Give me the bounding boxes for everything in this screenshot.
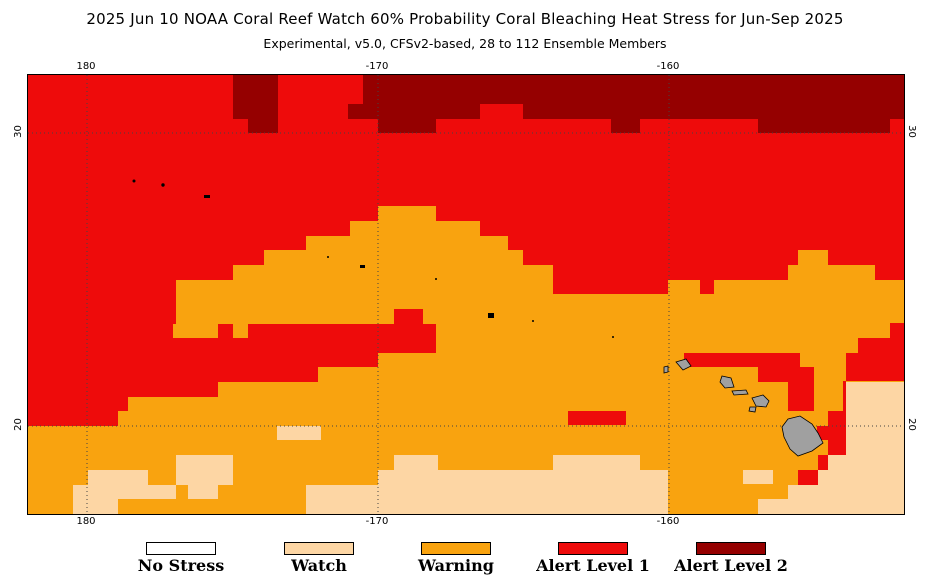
lat-label-left-30: 30 (12, 125, 24, 138)
legend-swatch-warning (421, 542, 491, 555)
lon-label-top-180: 180 (76, 61, 96, 72)
island-niihau (663, 365, 669, 374)
alert1-patch-west (146, 294, 160, 308)
island-lanai (748, 406, 757, 413)
legend-label-alert1: Alert Level 1 (536, 556, 650, 575)
graticule (28, 75, 904, 514)
lon-label-top-minus160: -160 (656, 61, 680, 72)
legend-label-no-stress: No Stress (137, 556, 225, 575)
warning-region (28, 206, 904, 514)
legend-swatch-alert1 (558, 542, 628, 555)
alert2-region (233, 75, 904, 133)
hawaiian-islands (663, 358, 824, 457)
lon-label-bottom-minus170: -170 (365, 516, 389, 527)
watch-region-southeast (758, 382, 904, 514)
legend-label-warning: Warning (418, 556, 494, 575)
legend-swatch-no-stress (146, 542, 216, 555)
lon-label-top-minus170: -170 (365, 61, 389, 72)
nw-islets (132, 179, 614, 338)
alert1-patch-south (568, 411, 626, 425)
watch-patch-small (277, 426, 321, 440)
watch-region-south (73, 455, 233, 514)
legend-label-watch: Watch (291, 556, 347, 575)
watch-patch-se-small (743, 470, 773, 484)
legend-swatch-watch (284, 542, 354, 555)
map-subtitle: Experimental, v5.0, CFSv2-based, 28 to 1… (263, 36, 667, 51)
heat-stress-map (27, 74, 905, 515)
lon-label-bottom-minus160: -160 (656, 516, 680, 527)
map-canvas (28, 75, 904, 514)
lon-label-bottom-180: 180 (76, 516, 96, 527)
island-molokai (731, 389, 749, 396)
legend-label-alert2: Alert Level 2 (674, 556, 788, 575)
alert1-patch-east (684, 353, 814, 411)
watch-region-southcentral (306, 455, 668, 514)
lat-label-right-30: 30 (905, 125, 917, 138)
map-title: 2025 Jun 10 NOAA Coral Reef Watch 60% Pr… (86, 10, 844, 28)
lat-label-right-20: 20 (905, 418, 917, 431)
legend-swatch-alert2 (696, 542, 766, 555)
island-oahu (719, 375, 735, 389)
lat-label-left-20: 20 (12, 418, 24, 431)
alert1-patch-bigisland (817, 426, 831, 440)
island-kauai (675, 358, 692, 371)
island-hawaii (781, 415, 824, 457)
alert1-patch-central (394, 309, 436, 338)
island-maui (751, 394, 770, 408)
